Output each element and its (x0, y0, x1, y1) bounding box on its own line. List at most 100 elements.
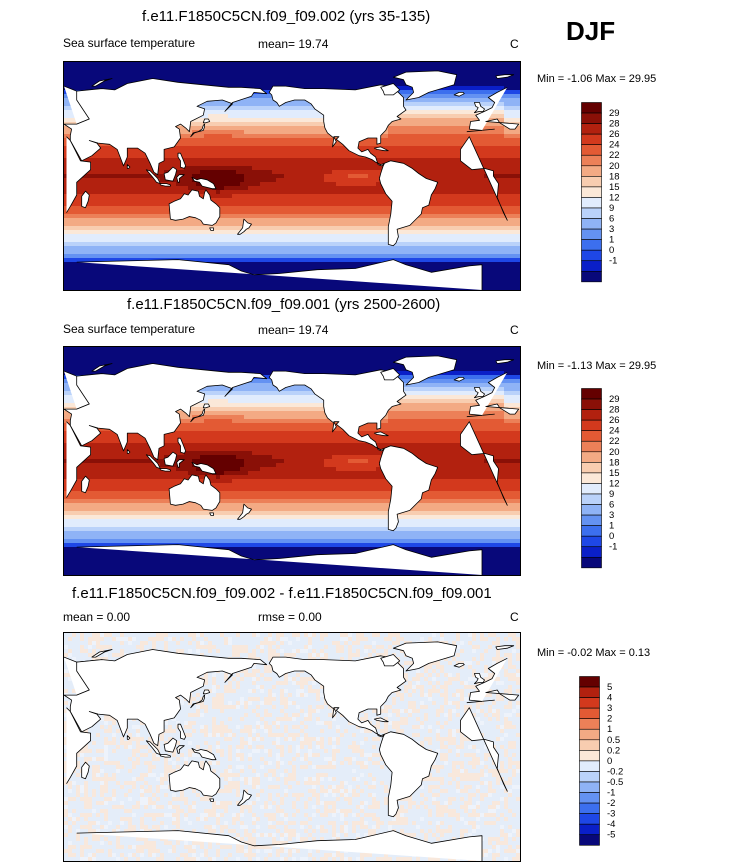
grid-cell (192, 134, 197, 139)
grid-cell (164, 190, 169, 195)
grid-cell (216, 234, 221, 239)
grid-cell (480, 170, 485, 175)
grid-cell (440, 142, 445, 147)
grid-cell (220, 154, 225, 159)
grid-cell (484, 102, 489, 107)
grid-cell (252, 130, 257, 135)
grid-cell (432, 214, 437, 219)
grid-cell (192, 154, 197, 159)
grid-cell (128, 218, 133, 223)
grid-cell (228, 210, 233, 215)
grid-cell (256, 230, 261, 235)
grid-cell (448, 134, 453, 139)
grid-cell (372, 82, 377, 87)
grid-cell (372, 214, 377, 219)
grid-cell (348, 218, 353, 223)
grid-cell (428, 122, 433, 127)
grid-cell (96, 190, 101, 195)
grid-cell (252, 94, 257, 99)
grid-cell (440, 174, 445, 179)
grid-cell (144, 234, 149, 239)
grid-cell (312, 82, 317, 87)
grid-cell (488, 226, 493, 231)
grid-cell (300, 146, 305, 151)
grid-cell (120, 210, 125, 215)
grid-cell (96, 222, 101, 227)
grid-cell (504, 158, 509, 163)
grid-cell (280, 110, 285, 115)
grid-cell (276, 150, 281, 155)
grid-cell (340, 226, 345, 231)
grid-cell (508, 146, 513, 151)
grid-cell (500, 98, 505, 103)
grid-cell (80, 82, 85, 87)
grid-cell (376, 186, 381, 191)
grid-cell (240, 234, 245, 239)
grid-cell (108, 234, 113, 239)
grid-cell (168, 234, 173, 239)
grid-cell (160, 62, 165, 67)
grid-cell (172, 226, 177, 231)
grid-cell (404, 106, 409, 111)
grid-cell (508, 70, 513, 75)
grid-cell (488, 230, 493, 235)
grid-cell (420, 166, 425, 171)
grid-cell (88, 158, 93, 163)
grid-cell (92, 214, 97, 219)
grid-cell (504, 66, 509, 71)
grid-cell (260, 230, 265, 235)
grid-cell (416, 118, 421, 123)
grid-cell (308, 66, 313, 71)
grid-cell (76, 78, 81, 83)
grid-cell (372, 210, 377, 215)
grid-cell (248, 226, 253, 231)
grid-cell (132, 210, 137, 215)
grid-cell (224, 182, 229, 187)
grid-cell (320, 166, 325, 171)
grid-cell (196, 78, 201, 83)
grid-cell (232, 66, 237, 71)
grid-cell (228, 118, 233, 123)
grid-cell (400, 114, 405, 119)
grid-cell (272, 62, 277, 67)
grid-cell (308, 134, 313, 139)
grid-cell (232, 138, 237, 143)
grid-cell (68, 74, 73, 79)
grid-cell (72, 66, 77, 71)
grid-cell (352, 198, 357, 203)
grid-cell (420, 138, 425, 143)
grid-cell (256, 62, 261, 67)
grid-cell (308, 202, 313, 207)
grid-cell (208, 134, 213, 139)
grid-cell (124, 74, 129, 79)
grid-cell (440, 66, 445, 71)
grid-cell (316, 66, 321, 71)
grid-cell (180, 66, 185, 71)
grid-cell (252, 142, 257, 147)
grid-cell (264, 118, 269, 123)
grid-cell (88, 170, 93, 175)
grid-cell (84, 226, 89, 231)
grid-cell (460, 114, 465, 119)
grid-cell (252, 206, 257, 211)
grid-cell (384, 150, 389, 155)
grid-cell (504, 210, 509, 215)
grid-cell (512, 230, 517, 235)
grid-cell (380, 226, 385, 231)
grid-cell (432, 90, 437, 95)
grid-cell (140, 234, 145, 239)
grid-cell (440, 170, 445, 175)
grid-cell (284, 122, 289, 127)
grid-cell (420, 158, 425, 163)
grid-cell (192, 146, 197, 151)
grid-cell (212, 118, 217, 123)
grid-cell (216, 158, 221, 163)
grid-cell (64, 226, 69, 231)
grid-cell (144, 162, 149, 167)
grid-cell (256, 170, 261, 175)
grid-cell (248, 234, 253, 239)
grid-cell (200, 194, 205, 199)
grid-cell (240, 106, 245, 111)
grid-cell (300, 142, 305, 147)
grid-cell (240, 62, 245, 67)
